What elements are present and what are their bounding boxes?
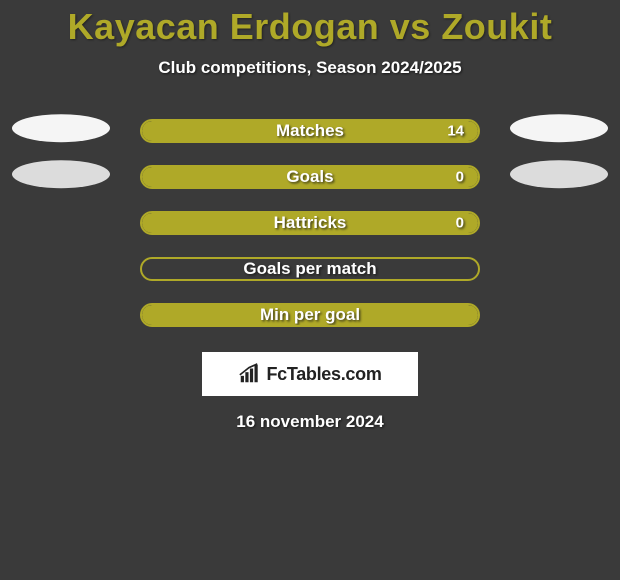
stat-row: Goals per match [0,246,620,292]
subtitle: Club competitions, Season 2024/2025 [0,58,620,78]
player-avatar-right [510,160,608,188]
stat-row: Goals 0 [0,154,620,200]
watermark-text: FcTables.com [266,364,381,385]
player-avatar-right [510,114,608,142]
stat-bar: Goals 0 [140,165,480,189]
infographic: Kayacan Erdogan vs Zoukit Club competiti… [0,0,620,580]
stat-row: Hattricks 0 [0,200,620,246]
stat-label: Hattricks [274,213,347,233]
player-avatar-left [12,114,110,142]
stat-row: Matches 14 [0,108,620,154]
stat-label: Goals per match [243,259,376,279]
stat-rows: Matches 14 Goals 0 Hattricks 0 Goals per match… [0,108,620,338]
stat-bar: Min per goal [140,303,480,327]
stat-row: Min per goal [0,292,620,338]
player-avatar-left [12,160,110,188]
page-title: Kayacan Erdogan vs Zoukit [0,6,620,48]
stat-label: Min per goal [260,305,360,325]
date: 16 november 2024 [0,412,620,432]
stat-bar: Matches 14 [140,119,480,143]
chart-icon [238,363,260,385]
watermark: FcTables.com [202,352,418,396]
stat-label: Matches [276,121,344,141]
stat-value: 0 [456,169,464,186]
stat-value: 14 [447,123,464,140]
stat-bar: Hattricks 0 [140,211,480,235]
stat-value: 0 [456,215,464,232]
stat-bar: Goals per match [140,257,480,281]
stat-label: Goals [286,167,333,187]
